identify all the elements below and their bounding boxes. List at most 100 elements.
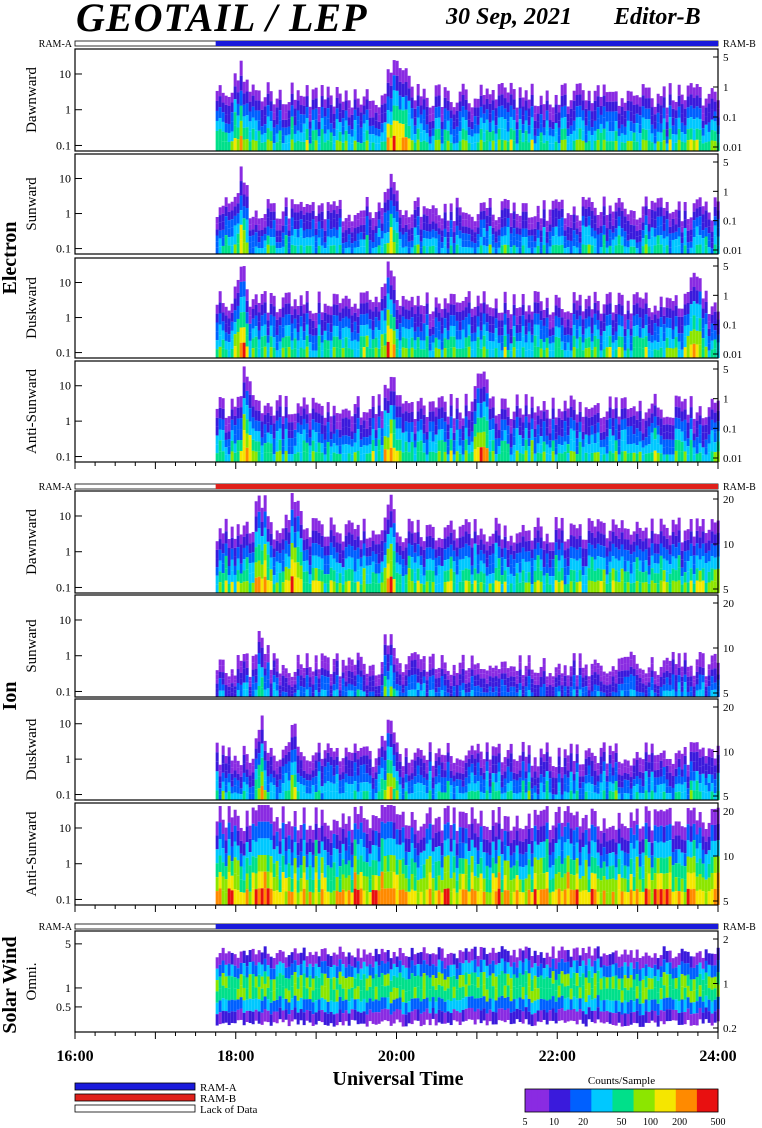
spectrogram-cell (434, 208, 438, 216)
spectrogram-cell (305, 212, 309, 221)
spectrogram-cell (521, 570, 525, 582)
spectrogram-cell (548, 559, 552, 568)
spectrogram-cell (596, 568, 600, 581)
spectrogram-cell (233, 99, 237, 113)
spectrogram-cell (512, 336, 516, 348)
spectrogram-cell (257, 248, 261, 254)
spectrogram-cell (365, 453, 369, 462)
spectrogram-cell (368, 240, 372, 248)
spectrogram-cell (440, 242, 444, 249)
spectrogram-cell (395, 417, 399, 429)
spectrogram-cell (383, 436, 387, 450)
spectrogram-cell (512, 304, 516, 316)
spectrogram-cell (458, 230, 462, 239)
spectrogram-cell (227, 105, 231, 115)
spectrogram-cell (371, 242, 375, 249)
spectrogram-cell (230, 131, 234, 142)
spectrogram-cell (671, 108, 675, 118)
spectrogram-cell (584, 134, 588, 143)
spectrogram-cell (431, 334, 435, 343)
spectrogram-cell (485, 340, 489, 350)
spectrogram-cell (584, 338, 588, 349)
spectrogram-cell (284, 417, 288, 429)
spectrogram-cell (593, 433, 597, 444)
spectrogram-cell (434, 129, 438, 141)
spectrogram-cell (704, 98, 708, 108)
spectrogram-cell (251, 417, 255, 429)
spectrogram-cell (230, 201, 234, 211)
spectrogram-cell (353, 582, 357, 593)
spectrogram-cell (332, 227, 336, 237)
spectrogram-cell (581, 334, 585, 343)
spectrogram-cell (368, 319, 372, 329)
spectrogram-cell (473, 340, 477, 350)
spectrogram-cell (335, 87, 339, 98)
spectrogram-cell (221, 141, 225, 151)
spectrogram-cell (605, 101, 609, 112)
spectrogram-cell (473, 580, 477, 593)
spectrogram-cell (407, 319, 411, 330)
spectrogram-cell (476, 107, 480, 117)
spectrogram-cell (572, 420, 576, 431)
spectrogram-cell (641, 139, 645, 151)
spectrogram-cell (533, 241, 537, 248)
spectrogram-cell (287, 414, 291, 423)
spectrogram-cell (296, 516, 300, 532)
spectrogram-cell (215, 247, 219, 254)
spectrogram-cell (575, 338, 579, 349)
spectrogram-cell (350, 129, 354, 137)
panel-frame (74, 153, 719, 255)
spectrogram-cell (623, 429, 627, 441)
spectrogram-cell (269, 292, 273, 304)
spectrogram-cell (581, 326, 585, 335)
spectrogram-cell (605, 556, 609, 566)
spectrogram-cell (347, 308, 351, 319)
spectrogram-cell (242, 559, 246, 571)
spectrogram-cell (347, 453, 351, 462)
spectrogram-cell (644, 325, 648, 337)
spectrogram-cell (539, 339, 543, 349)
spectrogram-cell (398, 209, 402, 218)
spectrogram-cell (455, 118, 459, 127)
spectrogram-cell (359, 135, 363, 144)
spectrogram-cell (593, 313, 597, 325)
spectrogram-cell (413, 532, 417, 543)
spectrogram-cell (554, 542, 558, 556)
spectrogram-cell (281, 423, 285, 432)
spectrogram-cell (650, 133, 654, 143)
spectrogram-cell (242, 382, 246, 399)
spectrogram-cell (374, 422, 378, 431)
spectrogram-cell (419, 96, 423, 106)
spectrogram-cell (569, 312, 573, 321)
spectrogram-cell (392, 523, 396, 538)
spectrogram-cell (542, 245, 546, 254)
spectrogram-cell (482, 431, 486, 447)
spectrogram-cell (551, 451, 555, 462)
spectrogram-cell (242, 266, 246, 282)
spectrogram-cell (674, 142, 678, 151)
spectrogram-cell (542, 584, 546, 593)
spectrogram-cell (221, 583, 225, 593)
spectrogram-cell (227, 416, 231, 424)
spectrogram-cell (497, 320, 501, 328)
spectrogram-cell (356, 133, 360, 143)
spectrogram-cell (284, 292, 288, 304)
spectrogram-cell (299, 552, 303, 566)
spectrogram-cell (581, 90, 585, 101)
spectrogram-cell (659, 207, 663, 217)
spectrogram-cell (437, 419, 441, 430)
spectrogram-cell (587, 197, 591, 207)
spectrogram-cell (644, 225, 648, 235)
spectrogram-cell (365, 225, 369, 235)
spectrogram-cell (656, 198, 660, 208)
spectrogram-cell (698, 129, 702, 141)
spectrogram-cell (287, 224, 291, 231)
spectrogram-cell (494, 423, 498, 432)
spectrogram-cell (398, 395, 402, 407)
spectrogram-cell (221, 312, 225, 322)
spectrogram-cell (614, 245, 618, 254)
spectrogram-cell (302, 206, 306, 215)
spectrogram-cell (617, 549, 621, 561)
spectrogram-cell (668, 213, 672, 221)
spectrogram-cell (602, 215, 606, 226)
